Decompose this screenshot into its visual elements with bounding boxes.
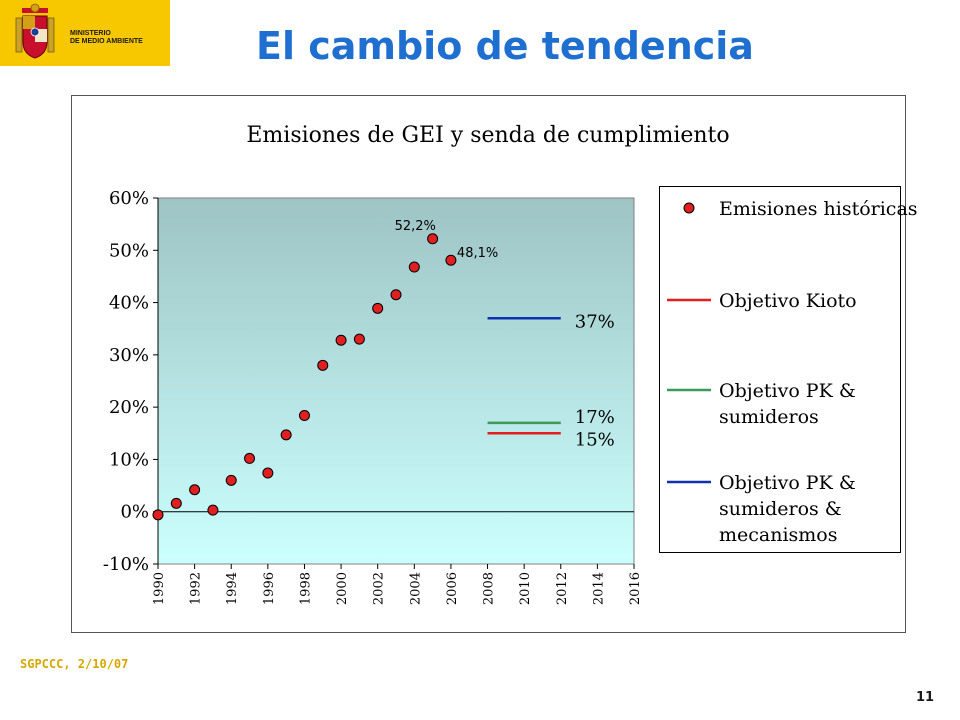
data-point — [207, 504, 219, 516]
data-point — [427, 233, 439, 245]
data-point — [390, 289, 402, 301]
x-tick-label: 2002 — [372, 572, 387, 605]
data-point — [189, 484, 201, 496]
data-point — [298, 410, 310, 422]
logo-text: MINISTERIO DE MEDIO AMBIENTE — [70, 30, 143, 46]
data-point — [317, 359, 329, 371]
legend-label: Objetivo PK & — [719, 472, 856, 494]
x-tick-label: 2000 — [335, 572, 350, 605]
y-tick-label: 60% — [109, 188, 149, 209]
legend-label: sumideros — [719, 406, 819, 428]
x-axis: 1990 1992 1994 1996 1998 2000 2002 2004 2006 2008… — [152, 511, 643, 605]
data-point — [262, 467, 274, 479]
data-label: 52,2% — [395, 219, 436, 234]
legend-label: mecanismos — [719, 524, 838, 546]
x-tick-label: 2010 — [518, 572, 533, 605]
y-tick-label: 0% — [120, 502, 149, 523]
legend-label: Emisiones históricas — [719, 198, 918, 220]
legend-label: Objetivo PK & — [719, 380, 856, 402]
legend-marker-point — [683, 202, 695, 214]
data-label: 37% — [575, 311, 615, 332]
data-point — [372, 302, 384, 314]
legend: Emisiones históricas Objetivo Kioto Objeti… — [659, 186, 918, 553]
y-tick-label: 10% — [109, 449, 149, 470]
data-annotations: 52,2% 48,1% 37% 17%15% — [395, 219, 615, 451]
data-point — [280, 429, 292, 441]
y-tick-label: 20% — [109, 397, 149, 418]
y-tick-label: 40% — [109, 293, 149, 314]
x-tick-label: 2012 — [555, 572, 570, 605]
data-point — [152, 509, 164, 521]
x-tick-label: 2014 — [591, 572, 606, 605]
legend-label: Objetivo Kioto — [719, 290, 857, 312]
data-point — [335, 334, 347, 346]
historic-points — [152, 233, 457, 521]
x-tick-label: 2004 — [408, 572, 423, 605]
legend-label: sumideros & — [719, 498, 842, 520]
logo-line-1: MINISTERIO — [70, 30, 111, 37]
x-tick-label: 2008 — [482, 572, 497, 605]
chart-title: Emisiones de GEI y senda de cumplimiento — [246, 123, 729, 148]
x-tick-label: 2016 — [628, 572, 643, 605]
y-axis: -10% 0% 10% 20% 30% 40% 50% 60% — [103, 188, 159, 575]
data-point — [170, 497, 182, 509]
plot-area — [157, 197, 635, 565]
data-label: 17% — [575, 407, 615, 428]
data-point — [244, 452, 256, 464]
data-point — [445, 254, 457, 266]
coat-of-arms-icon — [15, 3, 55, 59]
y-tick-label: 50% — [109, 240, 149, 261]
data-label: 15% — [575, 429, 615, 450]
footer-date: SGPCCC, 2/10/07 — [20, 657, 129, 671]
x-tick-label: 1990 — [152, 572, 167, 605]
logo-line-2: DE MEDIO AMBIENTE — [70, 38, 143, 45]
data-point — [353, 333, 365, 345]
y-tick-label: -10% — [103, 554, 149, 575]
page-number: 11 — [916, 690, 935, 705]
slide-title: El cambio de tendencia — [256, 24, 754, 68]
y-tick-label: 30% — [109, 345, 149, 366]
data-point — [225, 474, 237, 486]
data-label: 48,1% — [457, 246, 498, 261]
x-tick-label: 1996 — [262, 572, 277, 605]
x-tick-label: 1998 — [298, 572, 313, 605]
data-point — [408, 261, 420, 273]
x-tick-label: 1994 — [225, 572, 240, 605]
ministry-logo: MINISTERIO DE MEDIO AMBIENTE — [0, 0, 170, 66]
x-tick-label: 2006 — [445, 572, 460, 605]
x-tick-label: 1992 — [189, 572, 204, 605]
target-lines — [487, 317, 561, 435]
legend-box — [659, 186, 901, 553]
